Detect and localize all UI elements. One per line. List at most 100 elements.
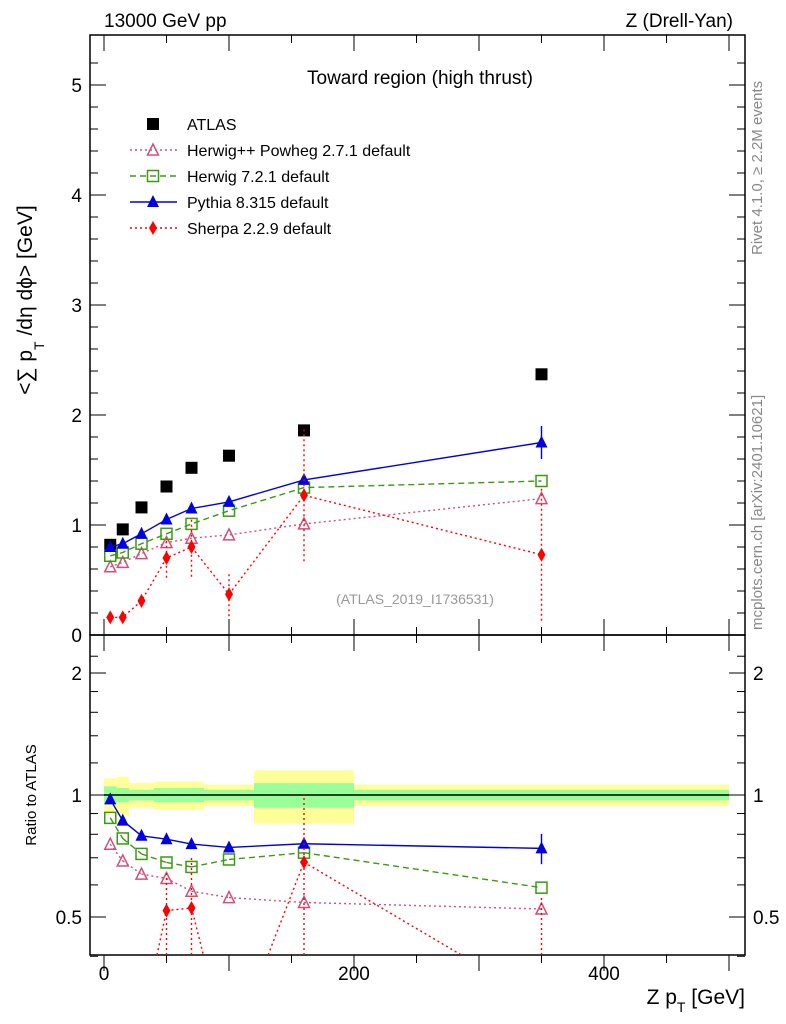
marker-square: [223, 449, 235, 462]
header-left: 13000 GeV pp: [104, 11, 227, 32]
marker-triangle: [185, 837, 198, 850]
ratio-panel: 0.5 0.5 1 1 2 2 0 200 400: [56, 634, 779, 985]
ratio-series-line: [191, 890, 230, 899]
marker-triangle: [223, 494, 235, 507]
watermark: (ATLAS_2019_I1736531): [336, 591, 494, 607]
marker-triangle: [298, 836, 310, 849]
marker-open-square: [116, 832, 129, 845]
marker-diamond: [162, 903, 171, 918]
marker-diamond: [225, 587, 233, 602]
y-tick-label: 5: [71, 76, 82, 97]
marker-open-square: [185, 860, 198, 874]
ratio-series-line: [228, 896, 305, 904]
marker-open-triangle: [103, 559, 117, 573]
x-tick-label: 0: [99, 964, 110, 985]
marker-triangle: [116, 536, 129, 549]
y-tick-label: 1: [71, 516, 82, 537]
marker-open-triangle: [103, 836, 117, 850]
ratio-series-line: [303, 861, 462, 956]
legend: ATLAS Herwig++ Powheg 2.7.1 default Herwig…: [130, 117, 411, 238]
marker-square: [147, 118, 159, 130]
main-panel: 0 1 2 3 4 5: [71, 34, 746, 971]
marker-square: [135, 501, 148, 514]
legend-label: Herwig 7.2.1 default: [187, 169, 330, 186]
marker-open-square: [135, 847, 148, 861]
series-line: [110, 480, 542, 557]
marker-diamond: [300, 855, 308, 870]
marker-open-triangle: [134, 866, 149, 880]
marker-triangle: [104, 792, 117, 805]
marker-open-triangle: [222, 527, 236, 541]
marker-square: [535, 368, 548, 381]
marker-diamond: [162, 551, 171, 565]
marker-triangle: [147, 195, 159, 207]
ratio-series-line: [267, 861, 305, 956]
ratio-series-line: [141, 835, 167, 840]
marker-diamond: [149, 221, 157, 235]
ratio-series-line: [303, 901, 542, 910]
marker-square: [160, 480, 173, 493]
ratio-y-tick-label: 1: [71, 786, 82, 807]
ratio-series-line: [303, 852, 542, 889]
ratio-series-line: [228, 852, 305, 861]
marker-diamond: [137, 593, 146, 608]
ratio-series-line: [303, 843, 542, 850]
marker-open-triangle: [222, 889, 236, 904]
ratio-series-line: [166, 838, 192, 845]
marker-open-triangle: [297, 516, 311, 530]
mcplots-label: mcplots.cern.ch [arXiv:2401.10621]: [749, 395, 766, 630]
marker-triangle: [160, 832, 173, 845]
ratio-series-line: [191, 843, 230, 849]
legend-label: Sherpa 2.2.9 default: [187, 221, 332, 238]
ratio-series-line: [166, 907, 192, 912]
marker-diamond: [106, 610, 115, 625]
ratio-series-line: [109, 817, 124, 839]
marker-open-triangle: [146, 142, 160, 156]
legend-label: Pythia 8.315 default: [187, 195, 329, 212]
marker-diamond: [537, 547, 546, 562]
marker-triangle: [160, 512, 173, 525]
marker-square: [185, 461, 198, 474]
marker-open-square: [222, 853, 236, 866]
x-axis-label: Z pT [GeV]: [647, 986, 745, 1015]
ratio-series-line: [109, 843, 124, 862]
marker-diamond: [187, 540, 196, 554]
ratio-y-label: Ratio to ATLAS: [23, 744, 40, 845]
marker-open-square: [535, 881, 548, 894]
marker-triangle: [104, 540, 117, 552]
ratio-series-line: [141, 853, 167, 864]
marker-triangle: [116, 813, 129, 826]
ratio-series-line: [166, 861, 192, 868]
marker-open-triangle: [134, 545, 149, 560]
marker-open-square: [535, 474, 548, 488]
marker-triangle: [135, 526, 148, 539]
marker-triangle: [135, 828, 148, 841]
x-tick-label: 400: [588, 964, 620, 985]
x-tick-label: 200: [338, 964, 370, 985]
marker-triangle: [298, 472, 310, 485]
marker-open-triangle: [116, 853, 130, 867]
marker-open-square: [185, 517, 198, 531]
marker-diamond: [187, 900, 196, 915]
ratio-series-line: [156, 910, 168, 956]
ratio-y-tick-label-right: 2: [753, 664, 764, 685]
marker-triangle: [535, 841, 548, 854]
ratio-series-line: [122, 860, 142, 875]
y-tick-label: 3: [71, 296, 82, 317]
series-line: [110, 494, 542, 619]
ratio-y-tick-label-right: 0.5: [753, 908, 779, 929]
marker-square: [116, 523, 129, 536]
legend-label: ATLAS: [187, 117, 237, 134]
ratio-series-line: [228, 843, 305, 849]
marker-open-triangle: [184, 883, 199, 897]
ratio-y-tick-label: 0.5: [56, 908, 82, 929]
y-axis-label: <∑ pT /dη dϕ> [GeV]: [14, 205, 47, 394]
series-line: [110, 441, 542, 548]
marker-triangle: [535, 435, 548, 448]
marker-diamond: [300, 488, 308, 503]
plot-title: Toward region (high thrust): [307, 68, 533, 89]
marker-open-square: [160, 527, 173, 541]
marker-triangle: [185, 501, 198, 514]
svg-text:<∑ pT /dη dϕ> [GeV]: <∑ pT /dη dϕ> [GeV]: [14, 205, 47, 394]
